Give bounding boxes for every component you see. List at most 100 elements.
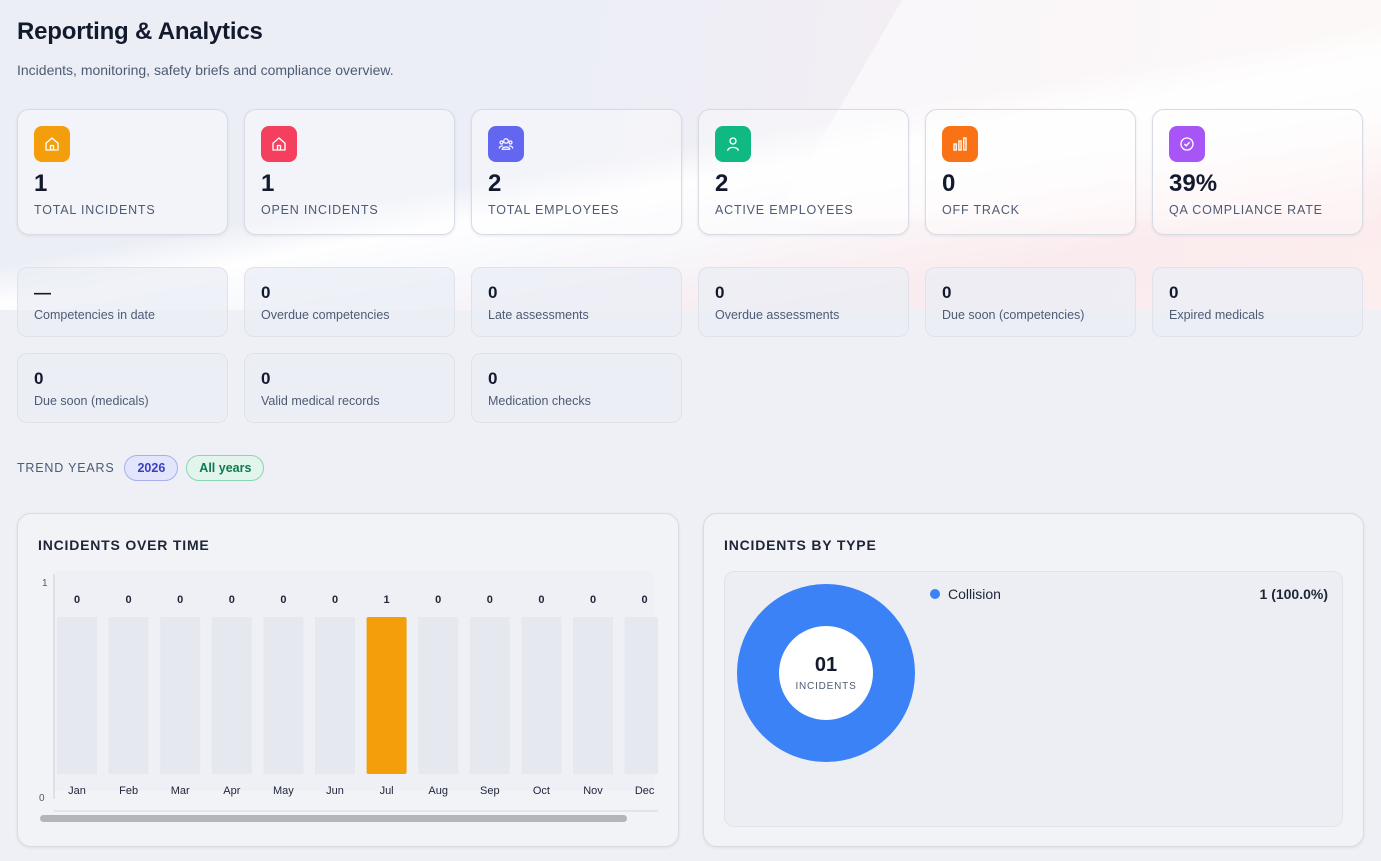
metric-card[interactable]: 0 Overdue assessments (698, 267, 909, 337)
stat-card-qa-compliance[interactable]: 39% QA COMPLIANCE RATE (1152, 109, 1363, 235)
stat-value: 1 (34, 170, 48, 197)
bar-track (521, 617, 562, 774)
metric-value: 0 (942, 283, 952, 302)
stat-card-active-employees[interactable]: 2 ACTIVE EMPLOYEES (698, 109, 909, 235)
bar-chart-svg: 1 0 0 Jan 0 Feb 0 Mar 0 Apr 0 May 0 Jun 1 Jul 0 Aug 0 Sep 0 O… (39, 571, 658, 822)
user-icon (715, 126, 751, 162)
metric-value: 0 (1169, 283, 1179, 302)
bar-track (315, 617, 355, 774)
page-subtitle: Incidents, monitoring, safety briefs and… (17, 62, 394, 78)
bar-track (211, 617, 252, 774)
donut-total: 01 (814, 654, 838, 676)
bar-value-label: 0 (280, 594, 286, 606)
metric-label: Valid medical records (261, 393, 380, 408)
stat-card-total-employees[interactable]: 2 TOTAL EMPLOYEES (471, 109, 682, 235)
house-icon (261, 126, 297, 162)
metric-value: 0 (34, 369, 44, 388)
donut-center: 01 INCIDENTS (779, 626, 873, 720)
x-tick-label: Dec (635, 785, 655, 797)
stat-card-off-track[interactable]: 0 OFF TRACK (925, 109, 1136, 235)
metric-value: — (34, 283, 51, 302)
bar (366, 617, 407, 774)
stat-value: 2 (715, 170, 729, 197)
metric-label: Medication checks (488, 393, 591, 408)
metric-label: Due soon (competencies) (942, 307, 1085, 322)
x-tick-label: Nov (583, 785, 603, 797)
donut-caption: INCIDENTS (795, 681, 857, 692)
y-tick-label: 0 (39, 793, 45, 804)
incidents-by-type-chart: 01 INCIDENTS Collision 1 (100.0%) (724, 571, 1343, 827)
metric-card[interactable]: 0 Overdue competencies (244, 267, 455, 337)
metric-card[interactable]: 0 Medication checks (471, 353, 682, 423)
bar-track (418, 617, 459, 774)
metric-label: Late assessments (488, 307, 589, 322)
stat-label: OFF TRACK (942, 202, 1020, 217)
stat-card-open-incidents[interactable]: 1 OPEN INCIDENTS (244, 109, 455, 235)
legend-dot (930, 589, 940, 599)
metric-card[interactable]: 0 Due soon (medicals) (17, 353, 228, 423)
bar-value-label: 0 (229, 594, 235, 606)
stat-value: 2 (488, 170, 502, 197)
stat-label: TOTAL INCIDENTS (34, 202, 156, 217)
stat-value: 39% (1169, 170, 1218, 197)
bar-track (624, 617, 658, 774)
bar-track (573, 617, 613, 774)
bar-value-label: 0 (590, 594, 596, 606)
page-title: Reporting & Analytics (17, 18, 263, 45)
x-tick-label: Jul (380, 785, 394, 797)
x-tick-label: Mar (171, 785, 190, 797)
metric-card[interactable]: 0 Late assessments (471, 267, 682, 337)
stat-value: 1 (261, 170, 275, 197)
incidents-over-time-chart: 1 0 0 Jan 0 Feb 0 Mar 0 Apr 0 May 0 Jun 1 Jul 0 Aug 0 Sep 0 O… (38, 571, 658, 825)
incidents-over-time-panel: INCIDENTS OVER TIME 1 0 0 Jan 0 Feb 0 Mar 0 Apr 0 M… (17, 513, 679, 847)
metric-label: Overdue assessments (715, 307, 840, 322)
metric-value: 0 (488, 369, 498, 388)
legend-value: 1 (100.0%) (1259, 586, 1328, 602)
metric-value: 0 (261, 369, 271, 388)
x-tick-label: Oct (533, 785, 550, 797)
metric-card[interactable]: 0 Valid medical records (244, 353, 455, 423)
bar-value-label: 1 (384, 594, 390, 606)
stat-cards: 1 TOTAL INCIDENTS 1 OPEN INCIDENTS 2 TOT… (17, 109, 1363, 235)
metric-card[interactable]: 0 Due soon (competencies) (925, 267, 1136, 337)
legend-item-collision[interactable]: Collision 1 (100.0%) (930, 586, 1328, 602)
incidents-by-type-panel: INCIDENTS BY TYPE 01 INCIDENTS Collision… (703, 513, 1364, 847)
bar-track (469, 617, 510, 774)
y-tick-label: 1 (42, 578, 48, 589)
stat-value: 0 (942, 170, 956, 197)
trend-years-filter: TREND YEARS 2026 All years (17, 455, 265, 481)
metric-card[interactable]: — Competencies in date (17, 267, 228, 337)
metric-label: Overdue competencies (261, 307, 390, 322)
trend-years-label: TREND YEARS (17, 461, 115, 475)
bar-track (57, 617, 97, 774)
legend-name: Collision (948, 586, 1001, 602)
donut-svg (737, 584, 915, 762)
metric-label: Competencies in date (34, 307, 155, 322)
bar-value-label: 0 (642, 594, 648, 606)
stat-label: TOTAL EMPLOYEES (488, 202, 620, 217)
stat-label: ACTIVE EMPLOYEES (715, 202, 854, 217)
bar-value-label: 0 (435, 594, 441, 606)
bar-value-label: 0 (74, 594, 80, 606)
x-tick-label: Sep (480, 785, 500, 797)
metric-value: 0 (261, 283, 271, 302)
bar-value-label: 0 (487, 594, 493, 606)
year-pill-2026[interactable]: 2026 (124, 455, 179, 481)
year-pill-all-years[interactable]: All years (186, 455, 265, 481)
house-icon (34, 126, 70, 162)
bar-track (263, 617, 304, 774)
x-tick-label: May (273, 785, 294, 797)
bar-value-label: 0 (177, 594, 183, 606)
panel-title: INCIDENTS BY TYPE (724, 537, 877, 553)
scrollbar-thumb (40, 815, 627, 822)
metric-label: Due soon (medicals) (34, 393, 149, 408)
metric-label: Expired medicals (1169, 307, 1265, 322)
x-tick-label: Jun (326, 785, 344, 797)
bar-chart-icon (942, 126, 978, 162)
x-tick-label: Feb (119, 785, 138, 797)
metric-card[interactable]: 0 Expired medicals (1152, 267, 1363, 337)
bar-value-label: 0 (538, 594, 544, 606)
x-tick-label: Jan (68, 785, 86, 797)
page: Reporting & Analytics Incidents, monitor… (0, 0, 1381, 96)
stat-card-total-incidents[interactable]: 1 TOTAL INCIDENTS (17, 109, 228, 235)
